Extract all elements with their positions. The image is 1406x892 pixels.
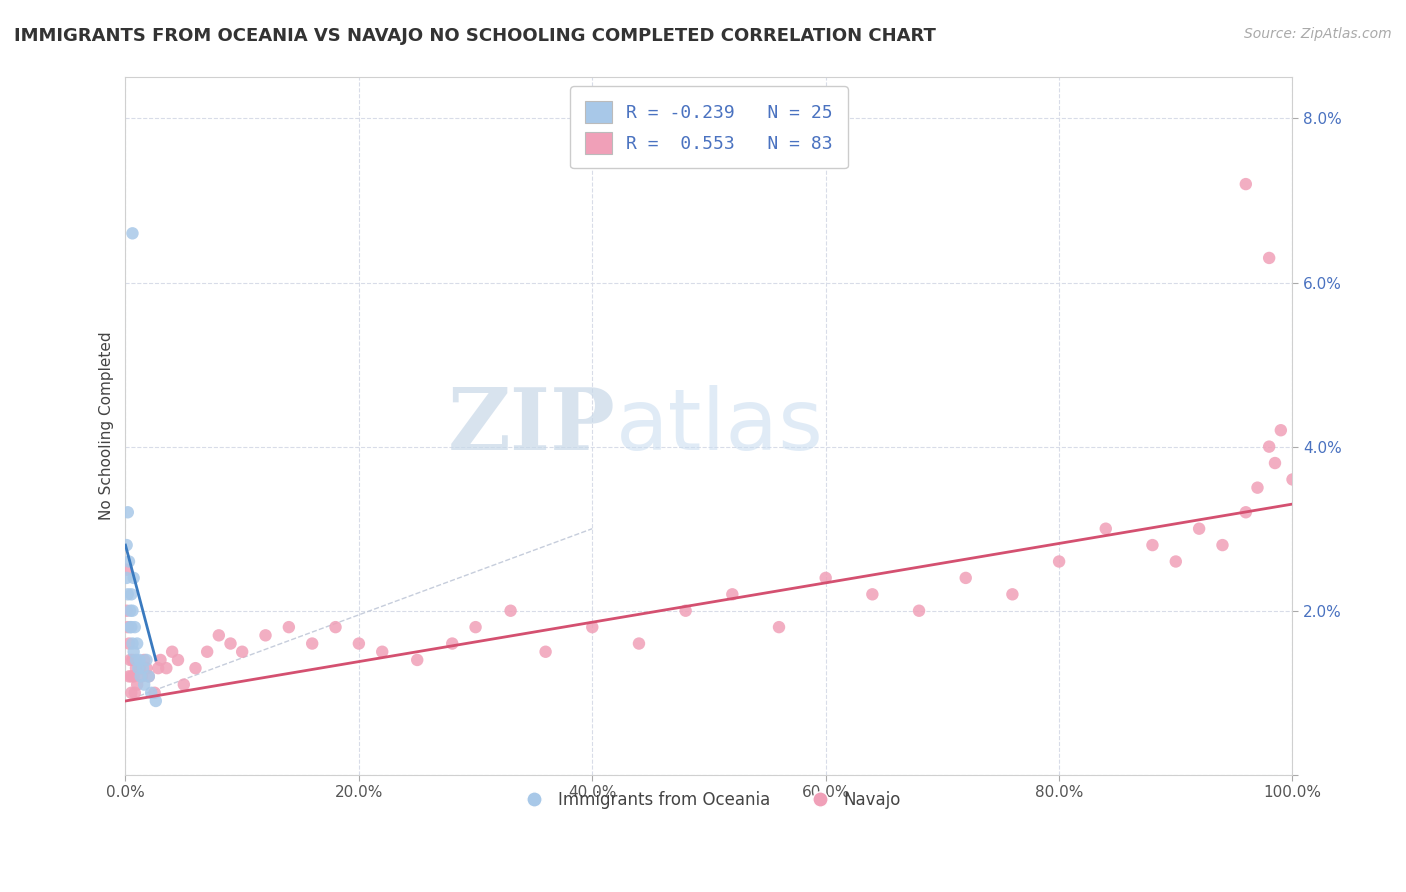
Point (627, 636, 650, 650)
Point (115, 571, 138, 585)
Point (155, 661, 177, 675)
Point (149, 653, 172, 667)
Point (120, 620, 142, 634)
Point (534, 645, 557, 659)
Point (129, 669, 152, 683)
Point (167, 653, 190, 667)
Point (955, 571, 977, 585)
Point (125, 661, 148, 675)
Point (134, 653, 156, 667)
Point (143, 686, 166, 700)
Point (138, 669, 160, 683)
Point (860, 587, 883, 601)
Point (145, 694, 167, 708)
Point (131, 669, 153, 683)
Point (118, 636, 141, 650)
Point (1246, 481, 1268, 495)
Point (121, 653, 143, 667)
Point (122, 669, 145, 683)
Point (219, 636, 242, 650)
Point (134, 677, 156, 691)
Point (124, 620, 146, 634)
Point (675, 604, 697, 618)
Point (128, 653, 150, 667)
Point (277, 620, 299, 634)
Point (406, 653, 429, 667)
Point (1164, 554, 1187, 568)
Point (117, 587, 139, 601)
Point (371, 645, 394, 659)
Point (581, 620, 603, 634)
Text: atlas: atlas (616, 384, 824, 467)
Point (118, 554, 141, 568)
Point (1258, 440, 1281, 454)
Point (120, 604, 142, 618)
Point (1047, 554, 1070, 568)
Point (128, 661, 150, 675)
Point (347, 636, 370, 650)
Point (121, 227, 143, 241)
Point (120, 686, 142, 700)
Point (115, 538, 138, 552)
Point (208, 628, 231, 642)
Point (464, 620, 486, 634)
Point (141, 686, 163, 700)
Text: IMMIGRANTS FROM OCEANIA VS NAVAJO NO SCHOOLING COMPLETED CORRELATION CHART: IMMIGRANTS FROM OCEANIA VS NAVAJO NO SCH… (14, 27, 936, 45)
Point (173, 677, 195, 691)
Point (124, 686, 146, 700)
Point (441, 636, 464, 650)
Y-axis label: No Schooling Completed: No Schooling Completed (100, 332, 114, 520)
Point (1270, 423, 1292, 437)
Point (160, 645, 183, 659)
Point (120, 587, 142, 601)
Point (231, 645, 253, 659)
Point (1211, 538, 1233, 552)
Point (1094, 522, 1116, 536)
Point (135, 653, 157, 667)
Point (499, 604, 522, 618)
Point (1001, 587, 1024, 601)
Point (127, 677, 149, 691)
Point (1281, 473, 1303, 487)
Point (122, 571, 145, 585)
Point (115, 563, 138, 577)
Point (721, 587, 744, 601)
Point (184, 661, 207, 675)
Point (1264, 456, 1286, 470)
Point (138, 669, 160, 683)
Point (117, 620, 139, 634)
Point (768, 620, 790, 634)
Point (301, 636, 323, 650)
Point (135, 661, 157, 675)
Legend: Immigrants from Oceania, Navajo: Immigrants from Oceania, Navajo (510, 784, 907, 815)
Text: ZIP: ZIP (449, 384, 616, 468)
Point (122, 645, 145, 659)
Point (121, 636, 143, 650)
Point (127, 661, 149, 675)
Point (908, 604, 931, 618)
Point (1234, 177, 1257, 191)
Point (146, 661, 169, 675)
Point (1188, 522, 1211, 536)
Point (120, 620, 142, 634)
Point (1234, 505, 1257, 519)
Text: Source: ZipAtlas.com: Source: ZipAtlas.com (1244, 27, 1392, 41)
Point (127, 636, 149, 650)
Point (125, 653, 148, 667)
Point (195, 645, 218, 659)
Point (118, 669, 141, 683)
Point (1142, 538, 1164, 552)
Point (325, 620, 347, 634)
Point (121, 604, 143, 618)
Point (254, 628, 277, 642)
Point (117, 505, 139, 519)
Point (115, 604, 138, 618)
Point (132, 661, 155, 675)
Point (120, 669, 142, 683)
Point (814, 571, 837, 585)
Point (1258, 251, 1281, 265)
Point (120, 653, 142, 667)
